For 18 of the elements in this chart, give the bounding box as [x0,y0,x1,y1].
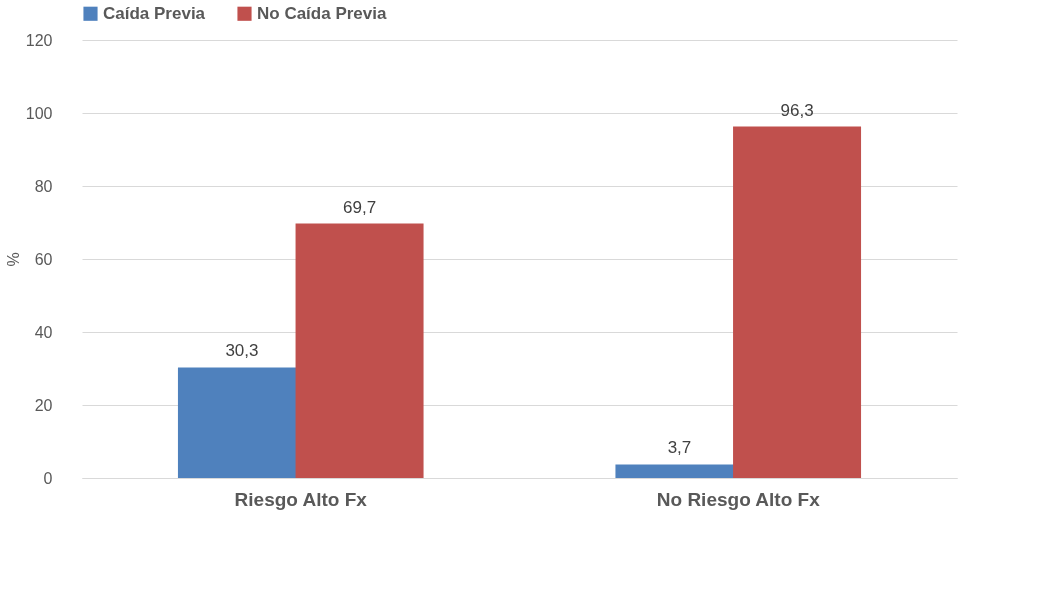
legend-label: No Caída Previa [257,3,387,23]
y-tick-label: 0 [43,469,53,487]
data-label: 30,3 [225,341,259,361]
bar [733,126,862,478]
legend-label: Caída Previa [103,3,206,23]
y-tick-label: 60 [34,250,53,268]
y-tick-label: 100 [25,104,53,122]
x-tick-label: Riesgo Alto Fx [234,488,368,510]
data-label: 96,3 [780,100,814,120]
bar [295,223,424,478]
y-axis-title: % [4,252,22,267]
y-tick-label: 40 [34,323,53,341]
data-label: 3,7 [667,438,692,458]
y-tick-label: 20 [34,396,53,414]
x-tick-label: No Riesgo Alto Fx [656,488,821,510]
y-tick-label: 80 [34,177,53,195]
data-label: 69,7 [343,197,377,217]
y-tick-label: 120 [25,31,53,49]
